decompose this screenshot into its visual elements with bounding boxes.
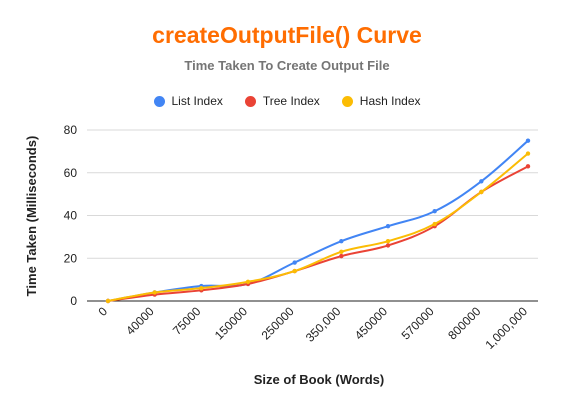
chart-title: createOutputFile() Curve [152, 22, 422, 48]
x-tick-label: 250000 [259, 304, 297, 342]
data-point-hash-index [152, 290, 157, 295]
legend-swatch [153, 95, 165, 107]
data-point-list-index [432, 209, 437, 214]
data-point-tree-index [339, 253, 344, 259]
x-tick-label: 450000 [352, 304, 390, 342]
legend-label: List Index [171, 94, 223, 108]
x-tick-label: 800000 [445, 304, 483, 342]
x-tick-label: 1,000,000 [482, 304, 530, 352]
data-point-hash-index [199, 285, 204, 291]
series-line-list-index [107, 139, 529, 302]
data-point-list-index [339, 238, 344, 244]
data-point-hash-index [432, 221, 437, 227]
legend-swatch [341, 95, 353, 107]
y-tick-label: 80 [64, 123, 78, 137]
x-tick-label: 0 [95, 304, 110, 319]
series-line-tree-index [107, 165, 529, 302]
x-tick-label: 75000 [170, 304, 204, 338]
legend-label: Tree Index [262, 94, 320, 108]
legend: List Index Tree Index Hash Index [0, 94, 574, 108]
data-point-tree-index [525, 164, 531, 169]
data-point-list-index [479, 179, 484, 184]
x-tick-label: 570000 [399, 304, 437, 342]
legend-item-hash-index[interactable]: Hash Index [341, 94, 421, 108]
x-tick-label: 150000 [212, 304, 250, 342]
legend-label: Hash Index [359, 94, 421, 108]
data-point-hash-index [525, 151, 531, 156]
series-line-hash-index [107, 152, 529, 302]
data-point-hash-index [479, 189, 484, 195]
legend-item-tree-index[interactable]: Tree Index [244, 94, 320, 108]
data-point-list-index [525, 138, 531, 143]
y-tick-label: 60 [64, 166, 78, 180]
data-point-tree-index [385, 243, 391, 248]
data-point-list-index [385, 223, 391, 229]
data-point-hash-index [105, 298, 111, 304]
data-point-hash-index [245, 279, 251, 284]
x-axis-title: Size of Book (Words) [254, 372, 384, 387]
y-tick-label: 20 [64, 251, 78, 265]
y-tick-label: 0 [70, 294, 77, 308]
data-point-list-index [292, 260, 297, 265]
data-point-hash-index [292, 268, 297, 274]
chart-subtitle: Time Taken To Create Output File [184, 58, 390, 73]
legend-swatch [244, 95, 256, 107]
x-tick-label: 40000 [123, 304, 157, 338]
data-point-hash-index [385, 238, 391, 244]
data-point-hash-index [339, 249, 344, 255]
y-tick-label: 40 [64, 209, 78, 223]
y-axis-title: Time Taken (Milliseconds) [24, 136, 39, 297]
legend-item-list-index[interactable]: List Index [153, 94, 223, 108]
x-tick-label: 350,000 [303, 304, 344, 345]
